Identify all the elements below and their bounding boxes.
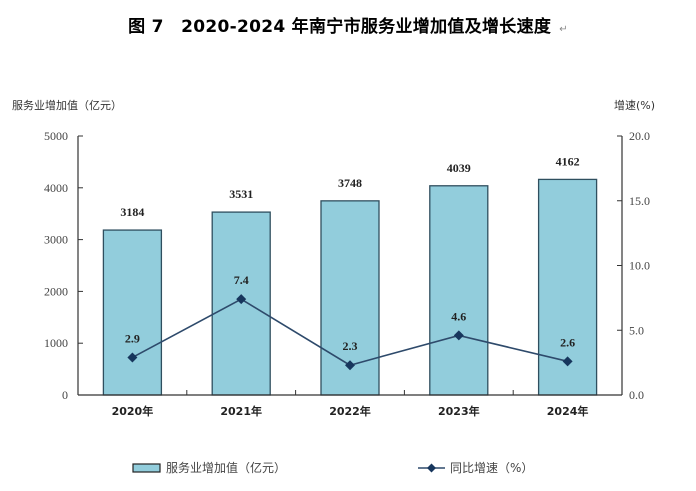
y-tick-right-label-2: 10.0 (629, 259, 650, 273)
y-tick-left-label-3: 3000 (44, 233, 68, 247)
growth-point-1 (236, 294, 247, 305)
bar-value-label-2: 3748 (338, 176, 362, 190)
y-tick-left-label-0: 0 (62, 388, 68, 402)
x-tick-label-4: 2024年 (547, 404, 589, 418)
legend-line-label: 同比增速（%） (450, 461, 533, 475)
legend-bar-swatch (132, 463, 161, 473)
bar-3 (429, 185, 489, 396)
y-tick-left-label-2: 2000 (44, 284, 68, 298)
legend-diamond-icon (427, 463, 436, 473)
y-tick-right-label-1: 5.0 (629, 323, 644, 337)
y-tick-right-label-3: 15.0 (629, 194, 650, 208)
y-tick-right-label-0: 0.0 (629, 388, 644, 402)
chart-title: 图 7 2020-2024 年南宁市服务业增加值及增长速度 ↵ (0, 12, 696, 37)
chart-title-text: 图 7 2020-2024 年南宁市服务业增加值及增长速度 (128, 17, 552, 37)
growth-value-label-3: 4.6 (451, 309, 466, 323)
y-axis-left-title: 服务业增加值（亿元） (12, 98, 122, 112)
y-tick-left-label-4: 4000 (44, 181, 68, 195)
y-tick-left-label-1: 1000 (44, 336, 68, 350)
legend-bar-label: 服务业增加值（亿元） (166, 460, 286, 475)
bar-0 (102, 229, 163, 396)
y-tick-left-label-5: 5000 (44, 129, 68, 143)
x-tick-label-2: 2022年 (329, 404, 371, 418)
bar-value-label-4: 4162 (556, 154, 580, 168)
growth-point-2 (345, 360, 355, 371)
growth-value-label-2: 2.3 (343, 339, 358, 353)
bar-value-label-1: 3531 (229, 187, 253, 201)
y-tick-right-label-4: 20.0 (629, 129, 650, 143)
bar-value-label-3: 4039 (447, 161, 471, 175)
x-tick-label-0: 2020年 (112, 404, 154, 418)
growth-value-label-4: 2.6 (560, 335, 575, 349)
growth-value-label-1: 7.4 (234, 273, 249, 287)
bar-value-label-0: 3184 (120, 205, 144, 219)
growth-value-label-0: 2.9 (125, 331, 140, 345)
growth-point-4 (562, 356, 573, 367)
growth-point-3 (453, 330, 464, 341)
x-tick-label-1: 2021年 (220, 404, 262, 418)
growth-point-0 (127, 352, 138, 363)
x-tick-label-3: 2023年 (438, 404, 480, 418)
return-mark-icon: ↵ (559, 24, 568, 35)
y-axis-right-title: 增速(%) (614, 98, 655, 112)
